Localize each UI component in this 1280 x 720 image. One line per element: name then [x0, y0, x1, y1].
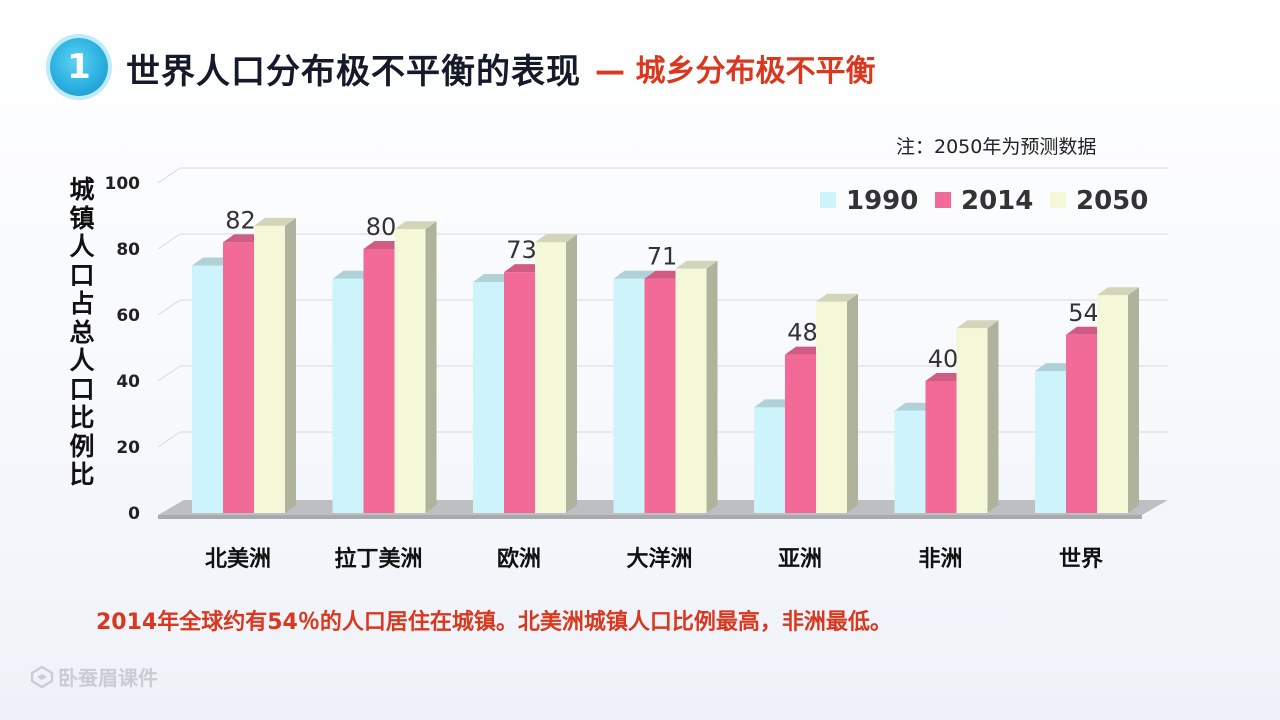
bar-2050 — [254, 225, 285, 513]
y-tick-label: 40 — [116, 372, 140, 392]
brand-logo-icon — [30, 665, 54, 688]
gridline-side-20 — [157, 431, 181, 448]
bar-top-2050 — [956, 320, 999, 329]
x-category-label: 世界 — [1059, 547, 1103, 572]
bar-side-2050 — [1128, 287, 1139, 513]
legend-item-2050: 2050 — [1050, 186, 1148, 216]
data-label-2014: 80 — [366, 213, 397, 241]
legend-label-1990: 1990 — [846, 186, 918, 216]
gridline-side-60 — [157, 299, 181, 316]
bar-1990 — [192, 265, 223, 513]
x-category-label: 欧洲 — [497, 546, 541, 572]
page-title: 世界人口分布极不平衡的表现 — [126, 51, 581, 92]
bar-2050 — [675, 268, 707, 513]
bar-2050 — [1097, 295, 1128, 513]
data-label-2014: 82 — [225, 206, 256, 234]
gridline-side-100 — [157, 167, 181, 184]
bar-2014 — [363, 249, 395, 513]
bar-top-2050 — [535, 234, 577, 243]
x-category-label: 北美洲 — [205, 546, 271, 572]
bar-top-2050 — [1097, 287, 1139, 296]
bar-2014 — [785, 354, 816, 513]
forecast-note: 注：2050年为预测数据 — [896, 136, 1097, 158]
gridline-side-40 — [157, 365, 181, 382]
bar-side-2050 — [987, 320, 999, 513]
chart-floor-edge — [158, 515, 1142, 519]
legend-label-2050: 2050 — [1076, 186, 1148, 216]
bar-top-2050 — [675, 260, 718, 269]
legend-item-1990: 1990 — [820, 186, 918, 216]
data-label-2014: 73 — [506, 236, 537, 264]
x-category-label: 拉丁美洲 — [334, 546, 422, 572]
bar-1990 — [1035, 371, 1066, 513]
bar-top-2050 — [254, 217, 296, 226]
title-bar: 世界人口分布极不平衡的表现 — 城乡分布极不平衡 — [126, 40, 875, 96]
y-tick-label: 0 — [128, 504, 140, 524]
gridline-side-80 — [157, 233, 181, 250]
bar-top-2050 — [394, 221, 437, 230]
watermark-text: 卧蚕眉课件 — [58, 666, 158, 690]
y-tick-label: 20 — [116, 438, 140, 458]
bar-top-2050 — [816, 293, 858, 302]
x-category-label: 非洲 — [918, 547, 962, 572]
bar-2014 — [644, 278, 676, 513]
section-number-badge: 1 — [50, 38, 108, 96]
bar-1990 — [473, 282, 504, 513]
data-label-2014: 40 — [928, 345, 959, 373]
urbanization-bar-chart: 0 20 40 60 80 100 82 北美洲 80 拉丁美洲 73 欧洲 71 大洋洲 48 亚洲 40 非洲… — [105, 167, 1168, 572]
bar-side-2050 — [285, 217, 296, 513]
bar-2050 — [394, 229, 426, 513]
bar-2050 — [816, 301, 847, 513]
y-tick-label: 100 — [105, 174, 141, 194]
y-tick-label: 60 — [116, 306, 140, 326]
bar-side-2050 — [706, 260, 718, 513]
legend-label-2014: 2014 — [961, 186, 1033, 216]
bar-1990 — [894, 410, 926, 513]
conclusion-text: 2014年全球约有54％的人口居住在城镇。北美洲城镇人口比例最高，非洲最低。 — [96, 610, 892, 635]
legend-swatch-1990 — [820, 192, 836, 208]
legend-swatch-2014 — [935, 192, 951, 208]
bar-2014 — [1066, 334, 1097, 513]
bar-1990 — [754, 407, 785, 513]
y-tick-label: 80 — [116, 240, 140, 260]
bar-2014 — [504, 272, 535, 513]
bar-side-2050 — [847, 293, 858, 513]
bar-2050 — [535, 242, 566, 513]
data-label-2014: 48 — [787, 319, 818, 347]
data-label-2014: 71 — [647, 243, 678, 271]
bar-side-2050 — [425, 221, 437, 513]
bar-side-2050 — [566, 234, 577, 513]
bar-2014 — [223, 242, 254, 513]
x-category-label: 亚洲 — [778, 547, 822, 572]
x-category-label: 大洋洲 — [626, 546, 692, 572]
data-label-2014: 54 — [1068, 299, 1099, 327]
legend-item-2014: 2014 — [935, 186, 1033, 216]
y-axis-label: 城镇人口占总人口比例比 — [69, 175, 95, 489]
bar-1990 — [332, 278, 364, 513]
legend-swatch-2050 — [1050, 192, 1066, 208]
bar-top-1990 — [613, 270, 656, 279]
watermark: 卧蚕眉课件 — [30, 662, 158, 691]
page-subtitle: — 城乡分布极不平衡 — [595, 54, 876, 89]
bar-1990 — [613, 278, 645, 513]
bar-2050 — [956, 328, 988, 513]
bar-2014 — [925, 381, 957, 513]
